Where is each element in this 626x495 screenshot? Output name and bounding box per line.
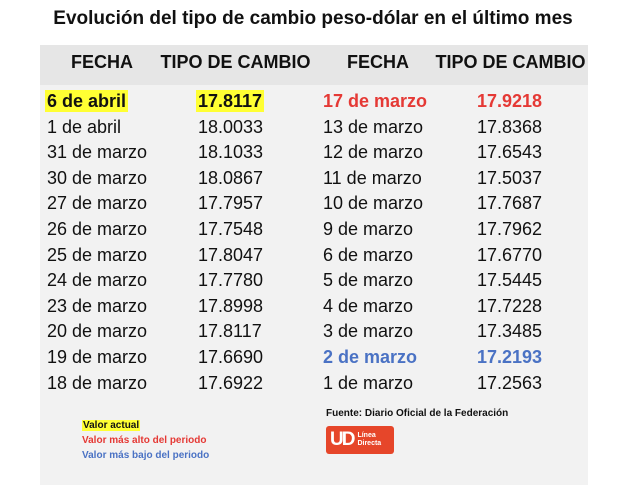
table-cell-date: 3 de marzo	[323, 321, 414, 341]
table-cell-value: 17.8998	[198, 296, 264, 316]
table-cell-value: 17.7957	[198, 193, 264, 213]
table-cell-value: 17.7548	[198, 219, 264, 239]
table-cell-value: 17.9218	[477, 91, 543, 111]
table-cell-date: 12 de marzo	[323, 142, 424, 162]
legend-current: Valor actual	[82, 420, 141, 431]
logo-line-1: Línea	[357, 432, 376, 439]
chart-title: Evolución del tipo de cambio peso-dólar …	[53, 8, 573, 29]
table-cell-value: 17.8047	[198, 245, 264, 265]
table-cell-value: 18.0867	[198, 168, 264, 188]
table-cell-value: 17.7228	[477, 296, 543, 316]
table-cell-date: 19 de marzo	[47, 347, 148, 367]
header-fecha-left: FECHA	[71, 52, 133, 72]
table-cell-date: 9 de marzo	[323, 219, 414, 239]
table-cell-date: 11 de marzo	[323, 168, 422, 188]
legend-high-label: Valor más alto del periodo	[82, 435, 207, 446]
table-cell-value: 17.2193	[477, 347, 543, 367]
table-cell-date: 1 de marzo	[323, 373, 414, 393]
source-note: Fuente: Diario Oficial de la Federación	[326, 408, 509, 419]
legend-low-label: Valor más bajo del periodo	[82, 450, 210, 461]
header-tipo-right: TIPO DE CAMBIO	[435, 52, 586, 72]
legend-high: Valor más alto del periodo	[82, 435, 206, 446]
legend-low: Valor más bajo del periodo	[82, 450, 209, 461]
table-cell-value: 18.1033	[198, 142, 264, 162]
table-cell-value: 17.6690	[198, 347, 264, 367]
table-cell-value: 17.6922	[198, 373, 264, 393]
table-cell-date: 13 de marzo	[323, 117, 424, 137]
table-cell-date: 23 de marzo	[47, 296, 148, 316]
table-cell-date: 5 de marzo	[323, 270, 414, 290]
table-header-band	[40, 45, 588, 85]
table-cell-date: 10 de marzo	[323, 193, 424, 213]
legend-current-label: Valor actual	[82, 420, 141, 431]
table-cell-date: 25 de marzo	[47, 245, 148, 265]
linea-directa-logo: UD Línea Directa	[326, 426, 394, 454]
table-cell-date: 17 de marzo	[323, 91, 428, 111]
table-cell-date: 24 de marzo	[47, 270, 148, 290]
table-panel	[40, 45, 588, 485]
table-cell-value: 17.8117	[196, 90, 265, 112]
table-cell-date: 1 de abril	[47, 117, 122, 137]
table-cell-date: 2 de marzo	[323, 347, 418, 367]
table-cell-value: 17.7780	[198, 270, 264, 290]
table-cell-value: 17.8117	[198, 321, 262, 341]
logo-mark: UD	[330, 429, 355, 450]
table-cell-value: 17.2563	[477, 373, 543, 393]
table-cell-date: 6 de marzo	[323, 245, 414, 265]
table-cell-value: 17.7962	[477, 219, 543, 239]
table-cell-date: 31 de marzo	[47, 142, 148, 162]
table-cell-value: 17.8368	[477, 117, 543, 137]
table-cell-date: 26 de marzo	[47, 219, 148, 239]
table-cell-value: 17.3485	[477, 321, 543, 341]
header-tipo-left: TIPO DE CAMBIO	[160, 52, 311, 72]
table-cell-value: 17.5037	[477, 168, 543, 188]
table-cell-value: 17.6770	[477, 245, 543, 265]
table-cell-value: 17.6543	[477, 142, 543, 162]
table-cell-date: 6 de abril	[45, 90, 129, 112]
table-cell-date: 30 de marzo	[47, 168, 148, 188]
table-cell-value: 17.5445	[477, 270, 543, 290]
table-cell-date: 18 de marzo	[47, 373, 148, 393]
table-cell-value: 18.0033	[198, 117, 264, 137]
logo-line-2: Directa	[357, 440, 382, 447]
table-cell-date: 4 de marzo	[323, 296, 414, 316]
table-cell-date: 20 de marzo	[47, 321, 148, 341]
table-cell-date: 27 de marzo	[47, 193, 148, 213]
header-fecha-right: FECHA	[347, 52, 409, 72]
table-cell-value: 17.7687	[477, 193, 543, 213]
logo-text: Línea Directa	[357, 432, 381, 448]
